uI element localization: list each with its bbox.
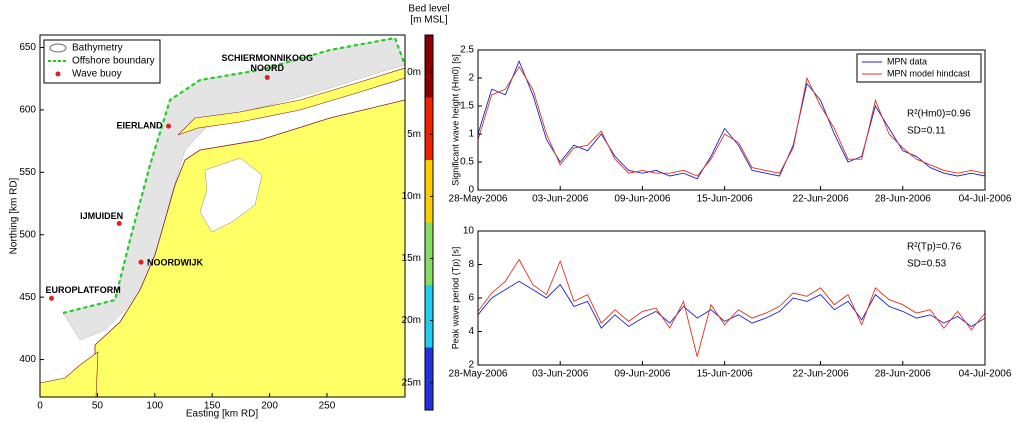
colorbar-band — [425, 97, 433, 161]
y-tick-label: 1.5 — [460, 101, 474, 112]
offshore-boundary — [62, 36, 405, 315]
y-tick-label: 0 — [468, 185, 474, 196]
y-tick-label: 2.5 — [460, 45, 474, 56]
legend-swatch — [55, 71, 61, 77]
legend-label: Offshore boundary — [72, 56, 155, 67]
y-tick-label: 1 — [468, 129, 474, 140]
legend-swatch — [49, 43, 67, 53]
x-tick-label: 250 — [319, 401, 336, 412]
y-tick-label: 10 — [463, 226, 475, 237]
x-tick-label: 0 — [37, 401, 43, 412]
x-tick-label: 09-Jun-2006 — [614, 194, 671, 205]
y-tick-label: 6 — [468, 293, 474, 304]
colorbar-title: [m MSL] — [410, 15, 447, 26]
x-tick-label: 03-Jun-2006 — [532, 369, 589, 380]
colorbar-tick-label: 20m — [402, 315, 421, 326]
wave-buoy — [116, 220, 122, 226]
x-tick-label: 28-Jun-2006 — [875, 194, 932, 205]
series-line — [477, 258, 986, 357]
annotation: SD=0.53 — [907, 259, 947, 270]
plot-frame — [477, 49, 986, 191]
y-tick-label: 2 — [468, 73, 474, 84]
wave-buoy — [138, 259, 144, 265]
map-frame — [39, 34, 406, 398]
x-tick-label: 150 — [204, 401, 221, 412]
buoy-label: NOORDWIJK — [147, 258, 204, 268]
colorbar-band — [425, 160, 433, 223]
zeeland — [40, 351, 99, 397]
y-tick-label: 600 — [19, 105, 36, 116]
annotation: SD=0.11 — [907, 126, 946, 137]
colorbar-band — [425, 285, 433, 348]
colorbar-tick-label: 0m — [407, 67, 421, 78]
colorbar-title: Bed level — [408, 4, 449, 15]
x-tick-label: 15-Jun-2006 — [697, 369, 754, 380]
x-tick-label: 100 — [146, 401, 163, 412]
series-line — [477, 60, 986, 180]
buoy-label: EUROPLATFORM — [45, 285, 120, 295]
buoy-label: EIERLAND — [117, 120, 164, 130]
wadden-islands — [177, 67, 405, 136]
x-tick-label: 03-Jun-2006 — [532, 194, 589, 205]
colorbar-tick-label: 25m — [402, 377, 421, 388]
colorbar-tick-label: 15m — [402, 253, 421, 264]
y-tick-label: 650 — [19, 42, 36, 53]
y-tick-label: 550 — [19, 167, 36, 178]
x-tick-label: 28-Jun-2006 — [875, 369, 932, 380]
y-tick-label: 4 — [468, 326, 474, 337]
buoy-label: IJMUIDEN — [80, 211, 123, 221]
y-tick-label: 500 — [19, 229, 36, 240]
y-axis-label: Significant wave height (Hm0) [s] — [450, 54, 460, 186]
x-tick-label: 15-Jun-2006 — [697, 194, 754, 205]
colorbar-frame — [424, 34, 434, 411]
legend-label: Bathymetry — [72, 43, 123, 54]
map-legend: Bathymetry Offshore boundary Wave buoy — [43, 39, 161, 84]
colorbar-band — [425, 222, 433, 286]
annotation: R²(Hm0)=0.96 — [907, 109, 971, 120]
y-tick-label: 450 — [19, 292, 36, 303]
x-tick-label: 28-May-2006 — [449, 194, 508, 205]
y-tick-label: 8 — [468, 259, 474, 270]
x-tick-label: 22-Jun-2006 — [792, 194, 849, 205]
legend-box — [856, 53, 982, 83]
map-layers — [40, 35, 405, 397]
legend-label: MPN data — [887, 56, 927, 66]
wave-buoy — [264, 74, 270, 80]
ijsselmeer — [199, 157, 263, 233]
x-axis-label: Easting [km RD] — [186, 409, 258, 420]
buoy-label: SCHIERMONNIKOOG — [222, 53, 314, 63]
colorbar-tick-label: 10m — [402, 191, 421, 202]
colorbar-band — [425, 35, 433, 98]
y-tick-label: 400 — [19, 354, 36, 365]
colorbar-band — [425, 347, 433, 411]
x-tick-label: 04-Jul-2006 — [959, 369, 1012, 380]
colorbar-tick-label: 5m — [407, 129, 421, 140]
wave-buoy — [48, 295, 54, 301]
wave-buoy — [166, 123, 172, 129]
y-axis-label: Peak wave period (Tp) [s] — [450, 247, 460, 350]
mainland — [94, 99, 405, 397]
annotation: R²(Tp)=0.76 — [907, 242, 962, 253]
x-tick-label: 09-Jun-2006 — [614, 369, 671, 380]
series-line — [477, 65, 986, 177]
legend-label: MPN model hindcast — [887, 68, 971, 78]
series-line — [477, 280, 986, 329]
x-tick-label: 04-Jul-2006 — [959, 194, 1012, 205]
y-axis-label: Northing [km RD] — [9, 177, 20, 254]
x-tick-label: 28-May-2006 — [449, 369, 508, 380]
buoy-label: NOORD — [251, 63, 285, 73]
y-tick-label: 2 — [468, 360, 474, 371]
legend-label: Wave buoy — [72, 69, 122, 80]
x-tick-label: 22-Jun-2006 — [792, 369, 849, 380]
y-tick-label: 0.5 — [460, 157, 474, 168]
x-tick-label: 50 — [92, 401, 104, 412]
x-tick-label: 200 — [261, 401, 278, 412]
